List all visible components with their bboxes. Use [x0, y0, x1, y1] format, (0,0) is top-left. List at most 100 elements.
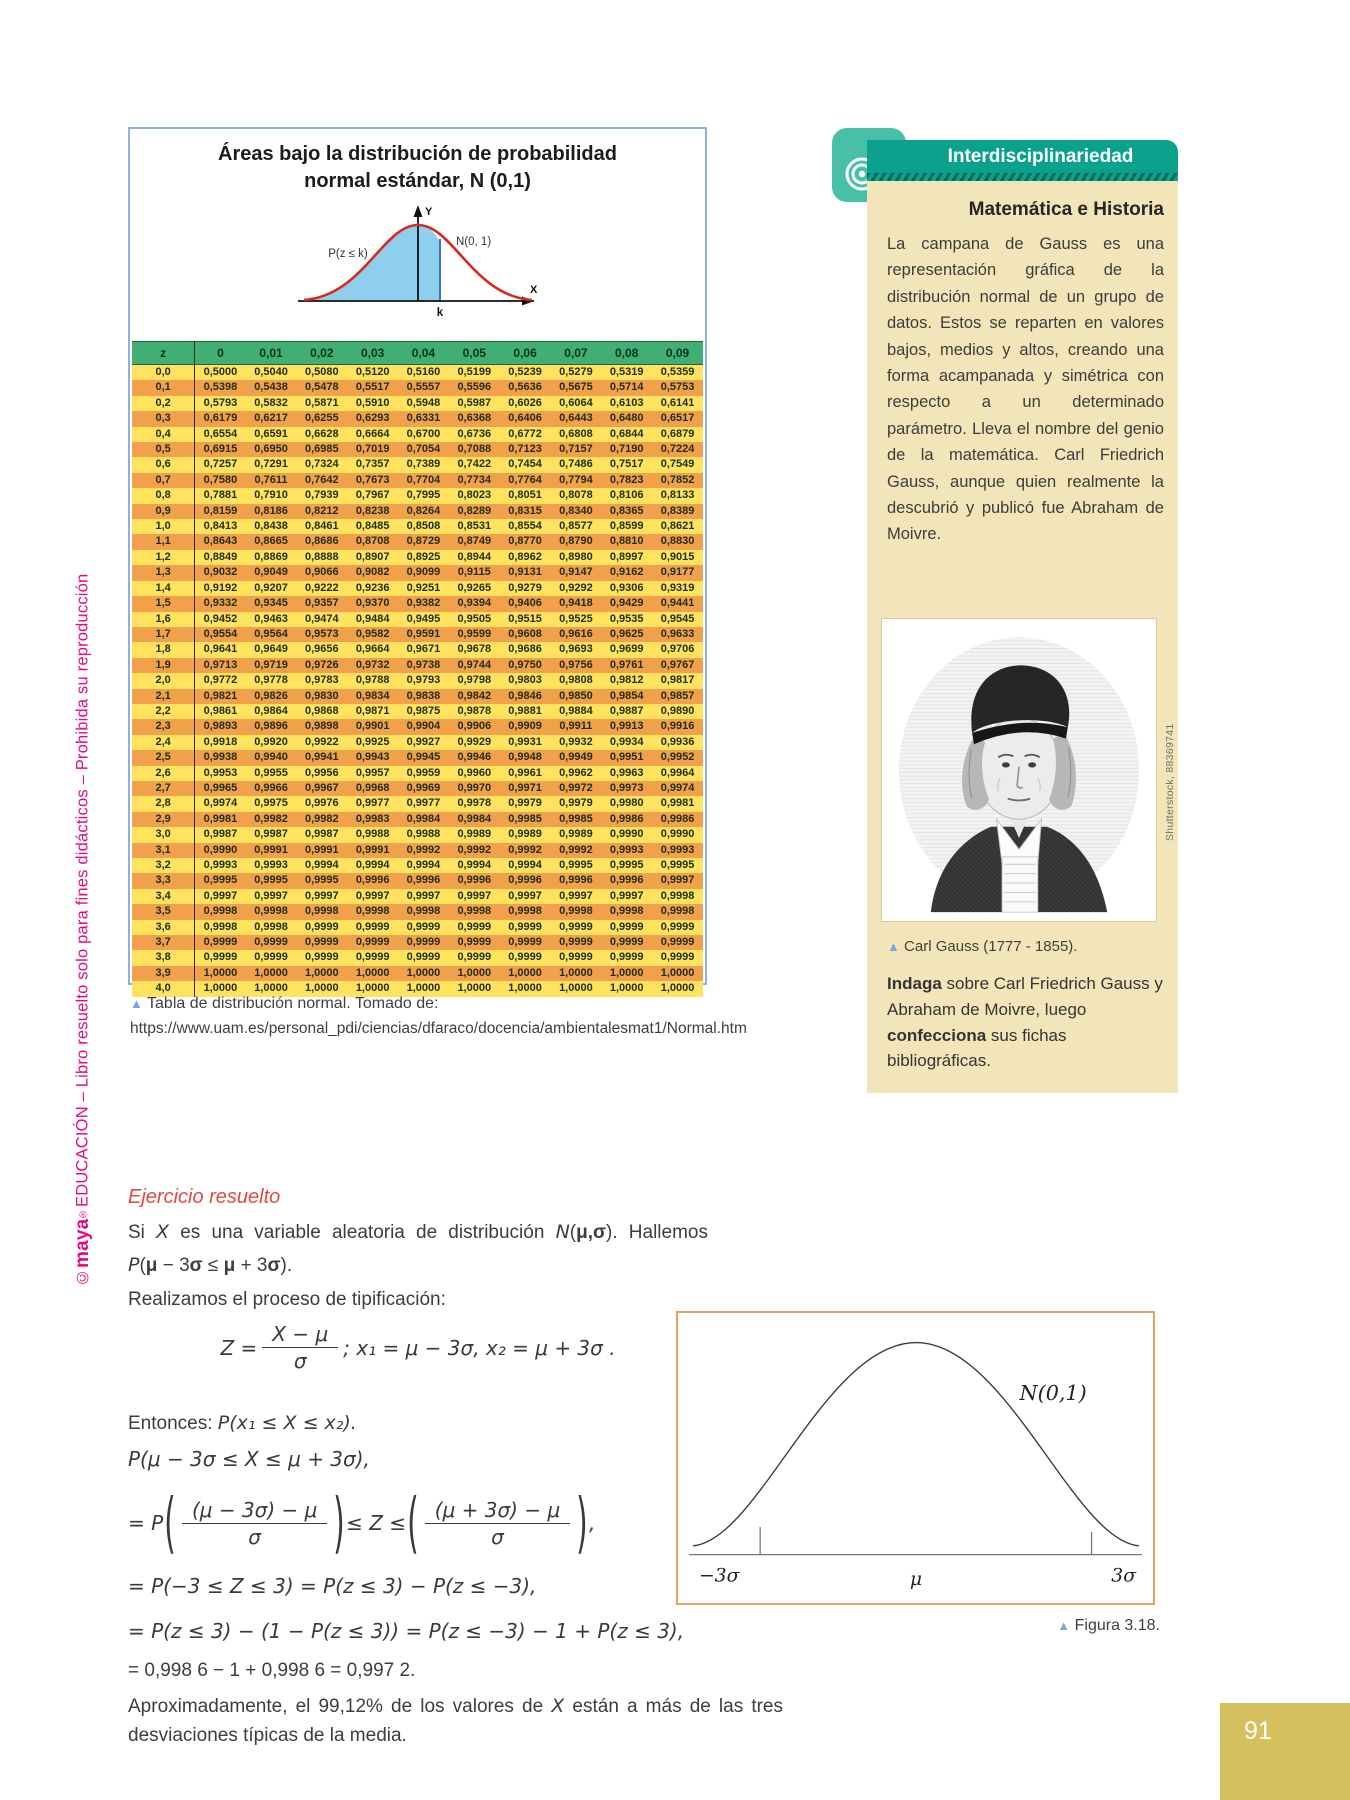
z-value: 1,9	[132, 657, 196, 674]
table-row: 3,3 0,9995 0,9995 0,9995 0,9996 0,9996 0,9996 0…	[132, 873, 703, 889]
probability-value: 0,7517	[601, 457, 653, 473]
probability-value: 0,9998	[601, 904, 653, 920]
probability-value: 0,9984	[398, 811, 449, 828]
z-value: 1,7	[132, 626, 196, 643]
probability-value: 1,0000	[448, 965, 500, 982]
big-pre: = P	[128, 1511, 164, 1535]
z-value: 3,4	[132, 888, 196, 905]
column-header: 0,01	[245, 341, 297, 365]
probability-value: 0,7088	[448, 442, 500, 458]
table-row: 3,5 0,9998 0,9998 0,9998 0,9998 0,9998 0,9998 0…	[132, 904, 703, 920]
probability-value: 0,6985	[296, 442, 348, 458]
curve-k-label: k	[436, 307, 443, 319]
table-row: 1,8 0,9641 0,9649 0,9656 0,9664 0,9671 0,9678 0…	[132, 642, 703, 658]
text-segment: + 3	[235, 1255, 268, 1276]
probability-value: 0,5793	[194, 395, 246, 412]
table-row: 2,8 0,9974 0,9975 0,9976 0,9977 0,9977 0,9978 0…	[132, 796, 703, 812]
table-caption-text: Tabla de distribución normal. Tomado de:	[147, 995, 439, 1012]
probability-value: 0,9936	[652, 734, 703, 751]
probability-value: 0,6591	[245, 426, 297, 443]
probability-value: 0,9931	[499, 734, 551, 751]
table-row: 0,9 0,8159 0,8186 0,8212 0,8238 0,8264 0,8289 0…	[132, 503, 703, 520]
probability-value: 0,9778	[245, 673, 297, 689]
probability-value: 0,5359	[652, 364, 703, 381]
probability-value: 0,7881	[194, 488, 246, 504]
z-table-panel: Áreas bajo la distribución de probabilid…	[128, 127, 707, 997]
probability-value: 0,9986	[601, 811, 653, 828]
z-value: 0,0	[132, 364, 196, 381]
probability-value: 0,9979	[550, 796, 602, 812]
z-value: 1,0	[132, 519, 196, 535]
normal-curve-diagram: P(z ≤ k) N(0, 1) Y X k	[297, 205, 538, 319]
z-value: 3,1	[132, 842, 196, 858]
column-header: 0	[194, 341, 246, 365]
probability-value: 0,9992	[448, 842, 500, 858]
probability-value: 0,9846	[499, 688, 551, 704]
probability-value: 0,9997	[296, 888, 348, 905]
probability-value: 0,8212	[296, 503, 348, 520]
curve-shaded-area	[307, 225, 440, 301]
figure-n-label: N(0,1)	[1019, 1381, 1087, 1405]
z-value: 3,8	[132, 950, 196, 966]
probability-value: 0,9988	[398, 827, 449, 843]
probability-value: 0,9997	[499, 888, 551, 905]
portrait-caption: ▲ Carl Gauss (1777 - 1855).	[887, 938, 1077, 955]
probability-value: 0,9994	[347, 858, 399, 874]
table-row: 3,6 0,9998 0,9998 0,9999 0,9999 0,9999 0,9999 0…	[132, 919, 703, 936]
probability-value: 0,9857	[652, 688, 703, 704]
sidebar-paragraph: La campana de Gauss es una representació…	[887, 235, 1164, 544]
fraction: (μ + 3σ) − μ σ	[424, 1498, 571, 1549]
table-row: 2,1 0,9821 0,9826 0,9830 0,9834 0,9838 0,9842 0…	[132, 688, 703, 704]
probability-value: 0,9834	[347, 688, 399, 704]
probability-value: 0,9934	[601, 734, 653, 751]
probability-value: 0,9974	[194, 796, 246, 812]
probability-value: 0,9922	[296, 734, 348, 751]
probability-value: 0,9962	[550, 765, 602, 781]
probability-value: 0,9616	[550, 626, 602, 643]
probability-value: 1,0000	[245, 965, 297, 982]
probability-value: 0,8389	[652, 503, 703, 520]
sidebar-header: Interdisciplinariedad	[867, 140, 1178, 173]
exercise-heading: Ejercicio resuelto	[128, 1186, 281, 1208]
z-value: 3,2	[132, 858, 196, 874]
table-row: 0,7 0,7580 0,7611 0,7642 0,7673 0,7704 0,7734 0…	[132, 472, 703, 489]
page-number: 91	[1220, 1703, 1350, 1800]
probability-value: 0,9699	[601, 642, 653, 658]
probability-value: 0,6664	[347, 426, 399, 443]
probability-value: 0,9997	[194, 888, 246, 905]
probability-value: 0,9896	[245, 719, 297, 735]
probability-value: 0,7454	[499, 457, 551, 473]
probability-value: 0,8023	[448, 488, 500, 504]
probability-value: 1,0000	[499, 965, 551, 982]
table-row: 0,3 0,6179 0,6217 0,6255 0,6293 0,6331 0,6368 0…	[132, 411, 703, 427]
probability-value: 0,6808	[550, 426, 602, 443]
table-source-url[interactable]: https://www.uam.es/personal_pdi/ciencias…	[130, 1020, 747, 1037]
probability-value: 0,5714	[601, 380, 653, 396]
probability-value: 0,6879	[652, 426, 703, 443]
probability-value: 0,9999	[550, 935, 602, 951]
probability-value: 0,9993	[601, 842, 653, 858]
probability-value: 0,9633	[652, 626, 703, 643]
probability-value: 0,7704	[398, 472, 449, 489]
text-segment: (	[139, 1255, 146, 1276]
probability-value: 0,9999	[398, 935, 449, 951]
probability-value: 0,5279	[550, 364, 602, 381]
probability-value: 0,9989	[499, 827, 551, 843]
fraction-numerator: X − μ	[272, 1322, 329, 1346]
probability-value: 0,8461	[296, 519, 348, 535]
probability-value: 0,9207	[245, 580, 297, 597]
curve-p-label: P(z ≤ k)	[328, 248, 368, 260]
probability-value: 0,9969	[398, 780, 449, 797]
probability-value: 0,5675	[550, 380, 602, 396]
probability-value: 0,9992	[550, 842, 602, 858]
expanded-formula-line: = P ( (μ − 3σ) − μ σ ) ≤ Z ≤ ( (μ + 3σ) …	[128, 1484, 596, 1561]
probability-value: 0,6064	[550, 395, 602, 412]
probability-value: 0,9999	[448, 950, 500, 966]
probability-value: 0,9987	[296, 827, 348, 843]
probability-value: 0,9965	[194, 780, 246, 797]
z-value: 3,5	[132, 904, 196, 920]
probability-value: 0,9999	[652, 950, 703, 966]
probability-value: 1,0000	[296, 981, 348, 997]
probability-value: 0,9999	[652, 919, 703, 936]
probability-value: 0,9744	[448, 657, 500, 674]
